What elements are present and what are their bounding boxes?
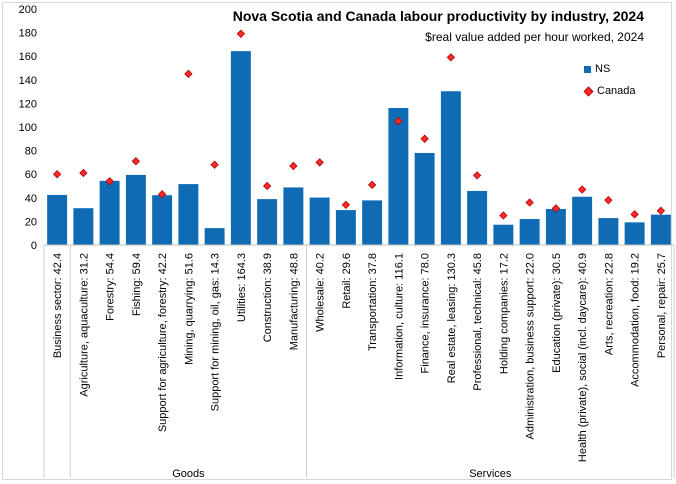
marker-canada	[525, 198, 534, 207]
x-tick-label: Accommodation, food: 19.2	[630, 253, 642, 387]
bar-ns	[99, 180, 120, 245]
bar-ns	[624, 222, 645, 245]
marker-canada	[289, 161, 298, 171]
bar-ns	[545, 209, 566, 245]
x-tick-label: Construction: 38.9	[262, 253, 274, 342]
y-tick-label: 100	[19, 122, 37, 134]
legend-label-canada: Canada	[597, 85, 636, 97]
x-tick-label: Holding companies: 17.2	[498, 253, 510, 374]
marker-canada	[157, 190, 167, 199]
x-tick-label: Mining, quarrying: 51.6	[183, 253, 195, 365]
bar-ns	[414, 152, 435, 245]
marker-canada	[420, 134, 429, 143]
bar-ns	[598, 218, 619, 245]
marker-canada	[52, 170, 62, 179]
x-tick-label: Health (private), social (incl. daycare)…	[577, 253, 589, 462]
bar-ns	[650, 214, 671, 245]
marker-canada	[79, 168, 88, 178]
legend-item-canada: Canada	[583, 80, 636, 102]
group-label: Services	[469, 468, 512, 480]
bar-ns	[335, 210, 356, 245]
x-tick-label: Forestry: 54.4	[105, 253, 117, 321]
bar-ns	[125, 174, 146, 245]
bar-ns	[178, 184, 199, 245]
bar-ns	[152, 195, 173, 245]
chart-title: Nova Scotia and Canada labour productivi…	[232, 8, 644, 24]
marker-canada	[630, 210, 639, 219]
marker-canada	[656, 206, 666, 215]
marker-canada	[341, 200, 351, 210]
x-tick-label: Personal, repair: 25.7	[656, 253, 668, 358]
x-tick-label: Administration, business support: 22.0	[525, 253, 537, 440]
marker-canada	[577, 185, 587, 194]
x-tick-label: Support for agriculture, forestry: 42.2	[157, 253, 169, 432]
x-tick-label: Agriculture, aquaculture: 31.2	[78, 253, 90, 397]
x-tick-label: Business sector: 42.4	[52, 253, 64, 358]
legend-diamond-icon	[583, 86, 594, 96]
x-tick-label: Education (private): 30.5	[551, 253, 563, 373]
marker-canada	[604, 195, 613, 205]
y-tick-label: 180	[19, 28, 37, 40]
x-tick-label: Utilities: 164.3	[236, 253, 248, 322]
y-tick-label: 0	[31, 240, 37, 252]
marker-canada	[394, 116, 403, 126]
marker-canada	[499, 211, 508, 220]
bar-ns	[362, 200, 383, 245]
legend-item-ns: NS	[584, 58, 636, 80]
x-tick-label: Retail: 29.6	[341, 253, 353, 309]
bar-ns	[519, 219, 540, 245]
bar-ns	[47, 194, 68, 245]
y-tick-label: 120	[19, 98, 37, 110]
bar-ns	[73, 208, 94, 245]
x-tick-label: Arts, recreation: 22.8	[603, 253, 615, 355]
y-tick-label: 40	[25, 193, 37, 205]
bar-ns	[388, 108, 409, 245]
bar-ns	[493, 224, 514, 245]
bar-ns	[440, 91, 461, 245]
marker-canada	[315, 158, 324, 167]
y-tick-label: 60	[25, 169, 37, 181]
bar-ns	[309, 197, 330, 245]
group-label: Goods	[172, 468, 205, 480]
legend-bar-swatch	[584, 65, 591, 73]
y-tick-label: 80	[25, 146, 37, 158]
marker-canada	[472, 171, 482, 180]
marker-canada	[131, 157, 141, 166]
bar-ns	[204, 228, 225, 245]
bar-ns	[572, 196, 593, 245]
x-tick-label: Real estate, leasing: 130.3	[446, 253, 458, 383]
marker-canada	[446, 53, 456, 62]
bar-ns	[467, 190, 488, 245]
x-tick-label: Wholesale: 40.2	[315, 253, 327, 332]
bar-ns	[230, 51, 251, 245]
bar-ns	[283, 187, 304, 245]
x-tick-label: Support for mining, oil, gas: 14.3	[210, 253, 222, 411]
y-tick-label: 140	[19, 75, 37, 87]
chart-subtitle: $real value added per hour worked, 2024	[425, 30, 644, 44]
chart-frame	[2, 2, 672, 480]
marker-canada	[236, 29, 246, 38]
y-tick-label: 200	[19, 4, 37, 16]
x-tick-label: Fishing: 59.4	[131, 253, 143, 316]
marker-canada	[262, 181, 272, 191]
x-tick-label: Finance, insurance: 78.0	[420, 253, 432, 373]
x-tick-label: Information, culture: 116.1	[393, 253, 405, 380]
x-tick-label: Professional, technical: 45.8	[472, 253, 484, 391]
legend: NS Canada	[583, 58, 636, 102]
bar-ns	[257, 199, 278, 245]
x-tick-label: Manufacturing: 48.8	[288, 253, 300, 350]
marker-canada	[184, 69, 193, 79]
legend-label-ns: NS	[595, 63, 611, 75]
marker-canada	[210, 160, 219, 169]
marker-canada	[551, 204, 561, 213]
x-tick-label: Transportation: 37.8	[367, 253, 379, 351]
y-tick-label: 160	[19, 51, 37, 63]
marker-canada	[105, 177, 114, 186]
marker-canada	[367, 180, 377, 189]
y-tick-label: 20	[25, 216, 37, 228]
